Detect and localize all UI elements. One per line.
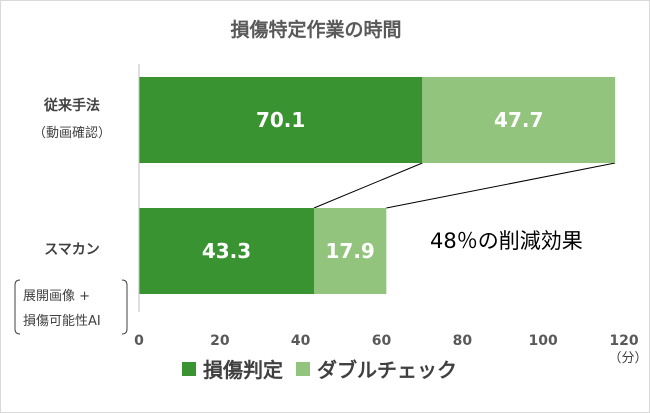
legend-swatch-double-check [296,362,310,376]
bars-group [139,77,616,294]
bar-smakan-damage-judgment [139,208,315,294]
legend-label-damage-judgment: 損傷判定 [203,358,283,382]
x-tick-label-60: 60 [372,333,392,349]
category-sublabel-conventional: （動画確認） [33,125,111,141]
connector-total [386,162,616,209]
x-axis-unit: （分） [608,351,647,366]
value-labels-group: 70.1 47.7 43.3 17.9 [202,108,544,263]
chart-title: 損傷特定作業の時間 [230,18,401,41]
value-label-smakan-damage-judgment: 43.3 [202,239,251,263]
connector-damage-judgment [313,162,423,209]
sublabel-bracket-right [121,279,128,335]
legend-label-double-check: ダブルチェック [317,358,457,382]
x-tick-label-100: 100 [529,333,558,349]
x-tick-label-40: 40 [291,333,311,349]
legend-swatch-damage-judgment [182,362,196,376]
legend: 損傷判定 ダブルチェック [182,358,457,382]
x-tick-label-120: 120 [609,333,638,349]
bar-conventional-damage-judgment [139,77,423,163]
category-label-conventional: 従来手法 [43,97,100,114]
category-label-smakan: スマカン [44,242,100,258]
value-label-conventional-damage-judgment: 70.1 [256,108,305,132]
x-axis-ticks-group: 0 20 40 60 80 100 120 [134,333,639,349]
x-tick-label-20: 20 [210,333,230,349]
sublabel-bracket-left [14,279,21,335]
category-labels-group: 従来手法 （動画確認） スマカン 展開画像 + 損傷可能性AI [14,97,128,335]
value-label-smakan-double-check: 17.9 [325,239,374,263]
category-sublabel-smakan-line2: 損傷可能性AI [23,314,101,329]
category-sublabel-smakan-line1: 展開画像 + [23,289,90,304]
bar-smakan-double-check [314,208,387,294]
x-tick-label-0: 0 [134,333,144,349]
reduction-annotation: 48％の削減効果 [430,229,583,253]
value-label-conventional-double-check: 47.7 [494,108,543,132]
x-tick-label-80: 80 [453,333,473,349]
bar-conventional-double-check [422,77,616,163]
